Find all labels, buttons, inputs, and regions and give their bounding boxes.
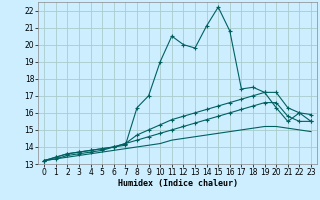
X-axis label: Humidex (Indice chaleur): Humidex (Indice chaleur) (118, 179, 238, 188)
